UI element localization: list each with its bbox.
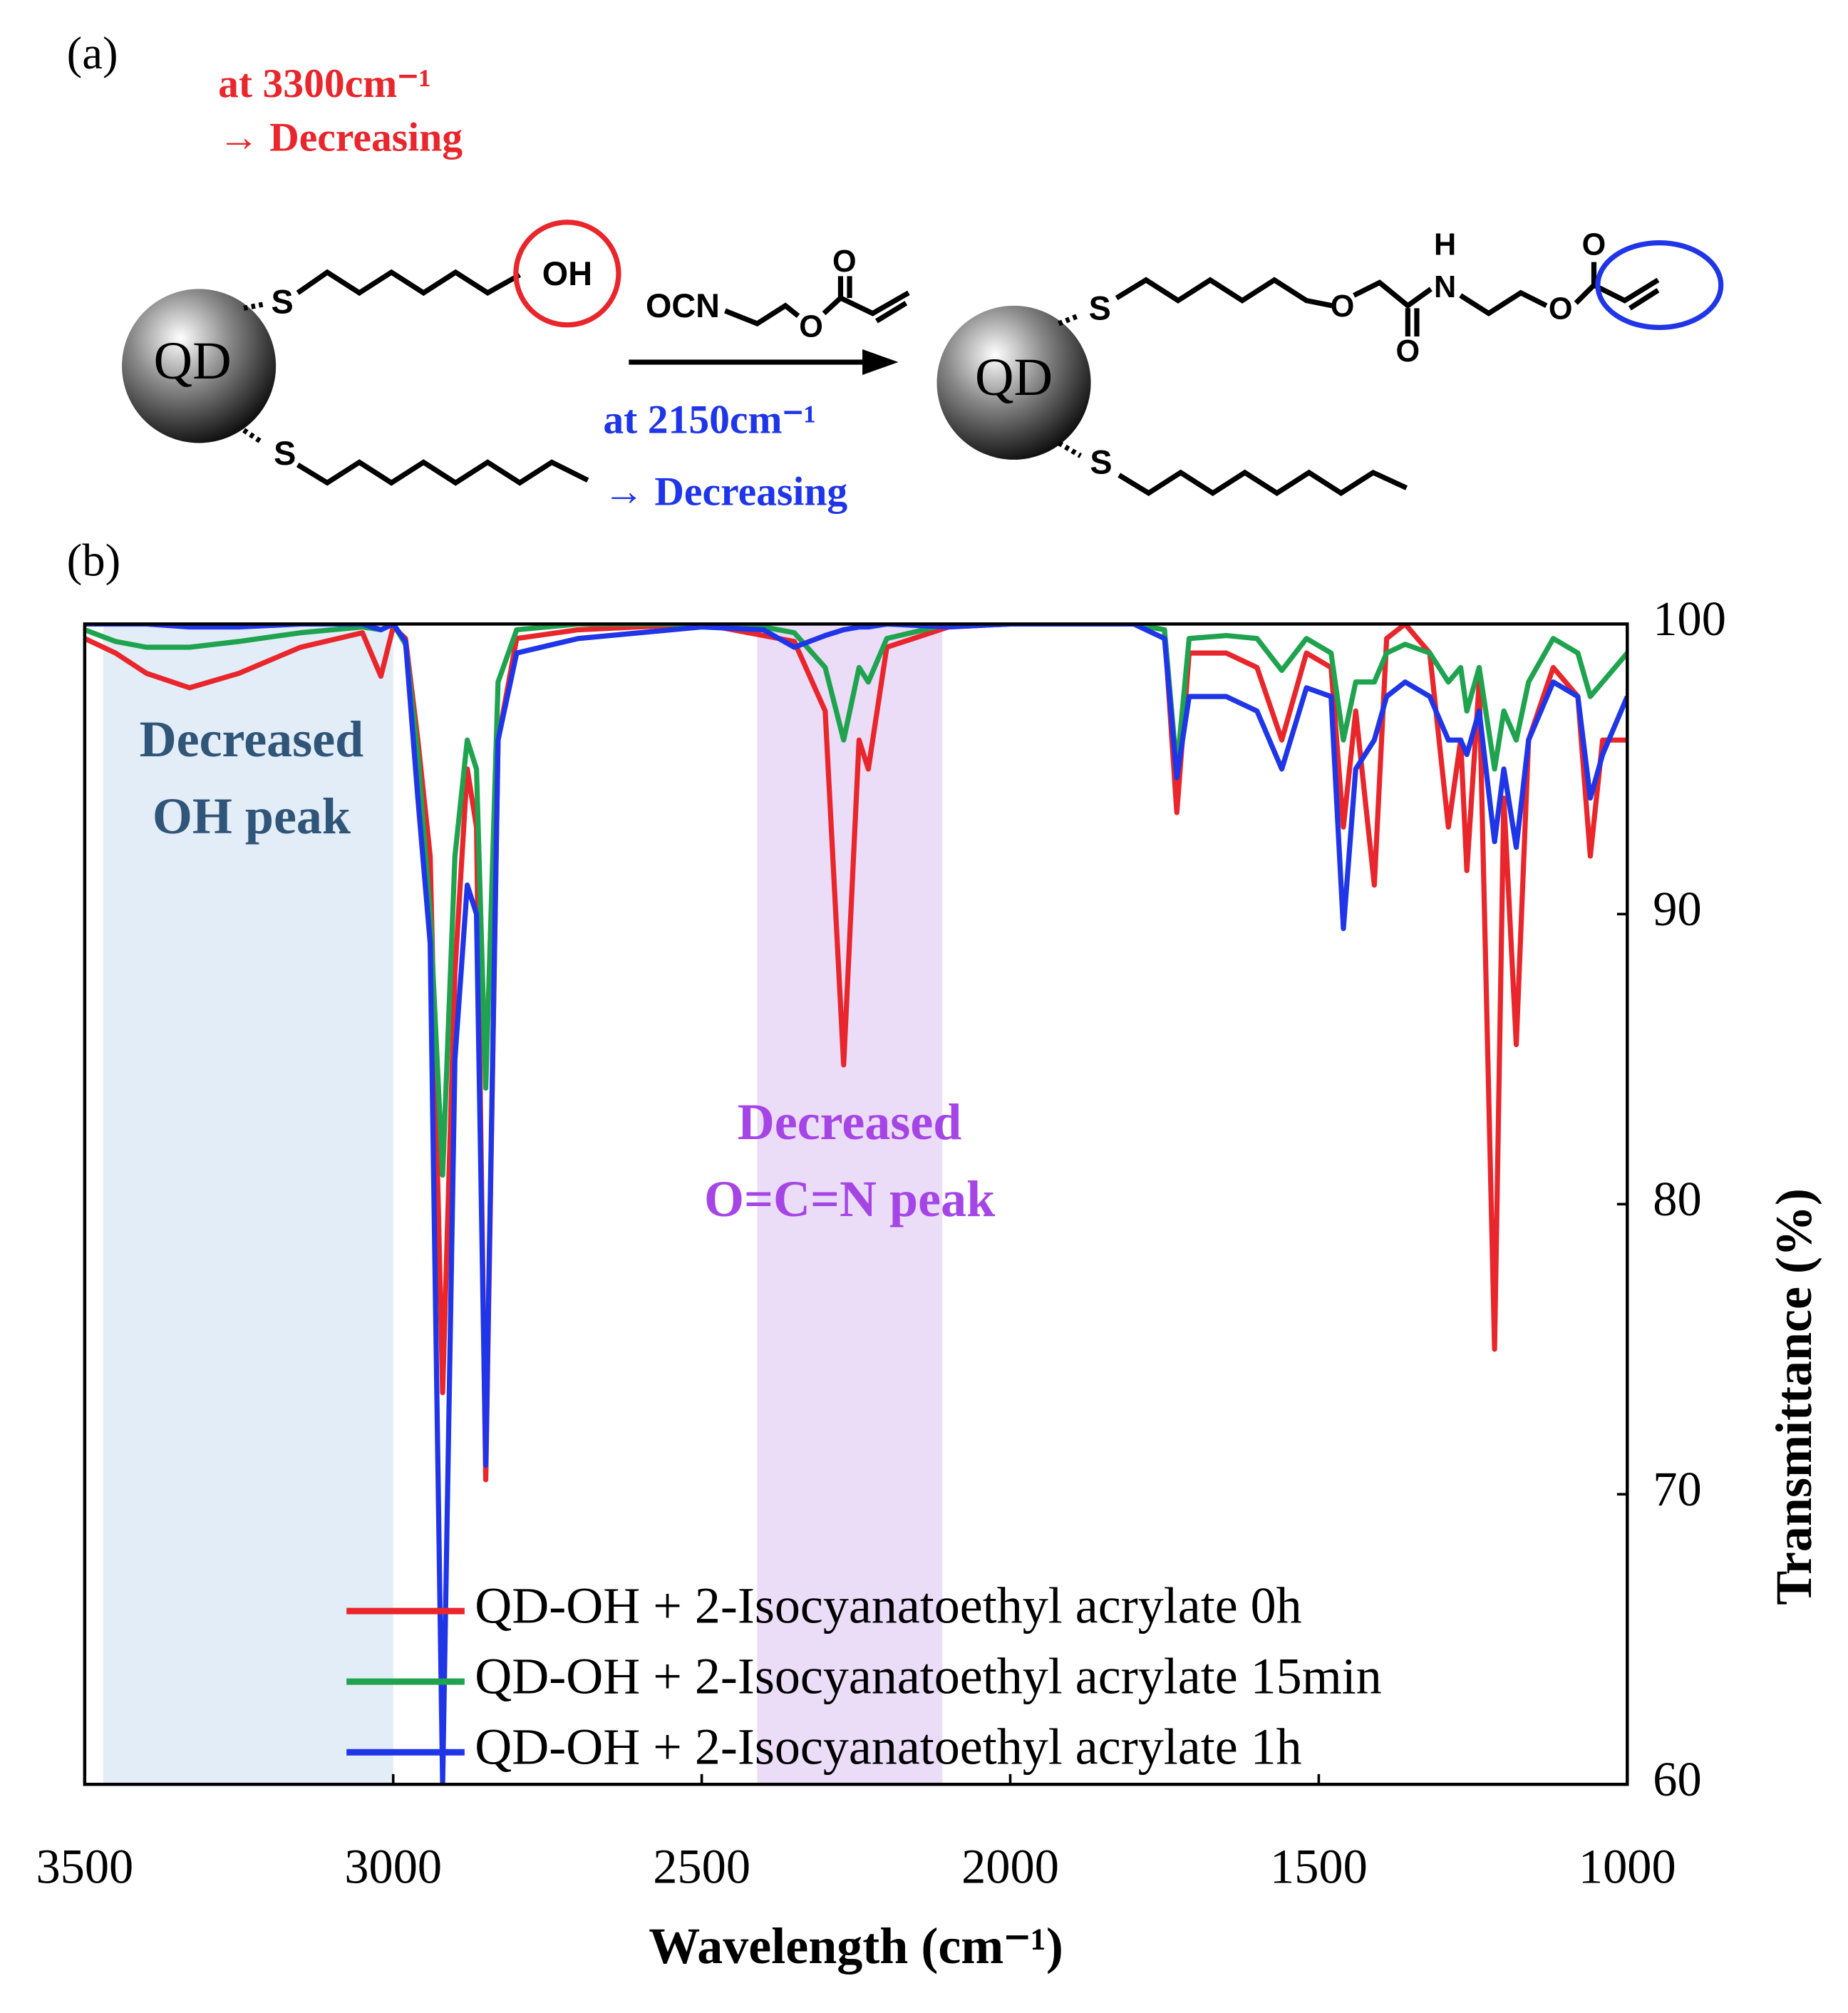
- carbamate: [1353, 279, 1433, 309]
- reagent-chain: [822, 290, 910, 316]
- diagram-label: S: [274, 435, 296, 472]
- quantum-dot: [936, 305, 1091, 460]
- alkyl-chain: [1117, 469, 1408, 496]
- diagram-label: OH: [542, 255, 592, 292]
- legend-label: QD-OH + 2-Isocyanatoethyl acrylate 0h: [475, 1577, 1301, 1634]
- alkyl-chain: [1115, 277, 1333, 309]
- diagram-label: O: [1396, 334, 1420, 369]
- x-tick-label: 3000: [344, 1839, 442, 1893]
- shaded-region: [757, 624, 943, 1785]
- diagram-label: S: [272, 283, 294, 320]
- diagram-label: QD: [975, 348, 1053, 407]
- y-axis-title: Transmittance (%): [1765, 1188, 1822, 1605]
- reagent-chain: [724, 302, 800, 327]
- highlight-ellipse: [1595, 240, 1724, 331]
- diagram-label: S: [1090, 443, 1112, 480]
- diagram-label: O: [1549, 292, 1573, 326]
- diagram-label: N: [1434, 270, 1456, 304]
- bond: [243, 302, 264, 311]
- region-annotation: O=C=N peak: [704, 1170, 995, 1227]
- y-tick-label: 70: [1653, 1462, 1701, 1516]
- x-axis-title: Wavelength (cm⁻¹): [649, 1917, 1063, 1975]
- arrowhead: [862, 349, 899, 376]
- diagram-label: → Decreasing: [218, 115, 463, 160]
- y-tick-label: 90: [1653, 882, 1701, 936]
- y-tick-label: 100: [1653, 592, 1726, 646]
- bond: [1058, 313, 1079, 326]
- bond: [875, 301, 908, 324]
- y-tick-label: 60: [1653, 1752, 1701, 1806]
- diagram-label: → Decreasing: [603, 470, 847, 515]
- x-tick-label: 2000: [961, 1839, 1059, 1893]
- diagram-label: OCN: [646, 287, 720, 324]
- bond: [242, 428, 265, 446]
- diagram-label: S: [1089, 289, 1111, 326]
- legend-label: QD-OH + 2-Isocyanatoethyl acrylate 15min: [475, 1648, 1381, 1705]
- diagram-label: (b): [67, 535, 121, 586]
- legend-label: QD-OH + 2-Isocyanatoethyl acrylate 1h: [475, 1719, 1301, 1776]
- diagram-label: O: [799, 310, 823, 344]
- reagent-chain: [1459, 289, 1548, 316]
- alkyl-chain: [296, 269, 522, 297]
- region-annotation: Decreased: [738, 1093, 962, 1150]
- highlight-circle: [513, 220, 621, 328]
- shaded-region: [103, 624, 393, 1785]
- diagram-label: at 2150cm⁻¹: [603, 398, 816, 443]
- bond: [1628, 288, 1660, 311]
- diagram-label: H: [1434, 227, 1456, 262]
- acrylate: [1574, 277, 1660, 305]
- region-annotation: Decreased: [140, 711, 364, 768]
- reaction-scheme: [122, 220, 1724, 496]
- alkyl-chain: [296, 459, 589, 486]
- y-tick-label: 80: [1653, 1172, 1701, 1226]
- diagram-label: QD: [153, 331, 231, 391]
- diagram-label: (a): [67, 28, 118, 79]
- diagram-label: O: [832, 244, 857, 279]
- region-annotation: OH peak: [153, 788, 351, 845]
- diagram-label: at 3300cm⁻¹: [218, 61, 431, 106]
- x-tick-label: 1500: [1270, 1839, 1368, 1893]
- x-tick-label: 2500: [653, 1839, 750, 1893]
- quantum-dot: [122, 289, 277, 443]
- x-tick-label: 3500: [36, 1839, 133, 1893]
- bond: [1057, 441, 1083, 458]
- diagram-label: O: [1331, 289, 1355, 324]
- x-tick-label: 1000: [1579, 1839, 1676, 1893]
- diagram-label: O: [1582, 227, 1606, 262]
